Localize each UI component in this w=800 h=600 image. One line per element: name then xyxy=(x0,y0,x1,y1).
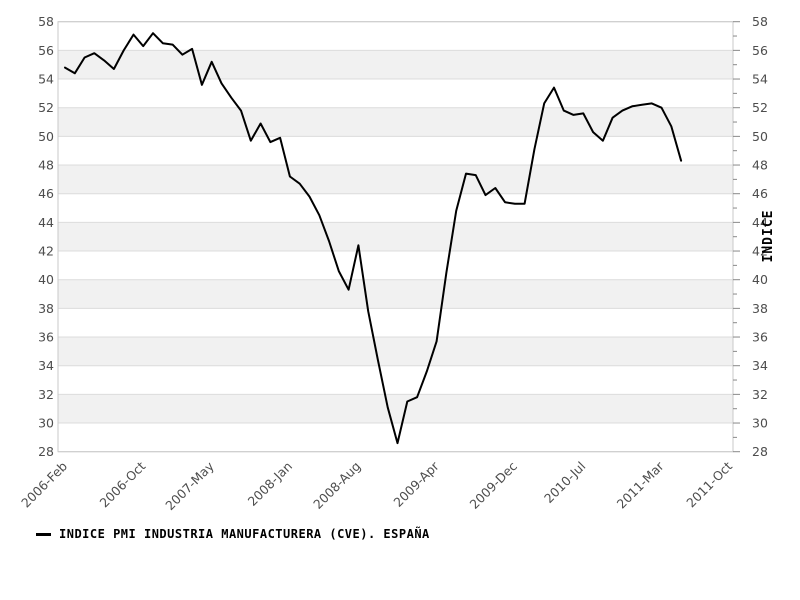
x-tick-label: 2006-Feb xyxy=(18,458,70,510)
series-lines xyxy=(64,32,683,445)
y-tick-label-left: 32 xyxy=(38,387,54,402)
y-tick-label-right: 32 xyxy=(752,387,768,402)
right-axis-ticks xyxy=(733,21,740,453)
x-tick-label: 2010-Jul xyxy=(541,459,588,506)
y-tick-label-right: 44 xyxy=(752,215,768,230)
pmi-series-line xyxy=(64,32,683,445)
x-tick-label: 2011-Mar xyxy=(614,458,668,512)
y-tick-label-left: 44 xyxy=(38,215,54,230)
y-tick-label-right: 40 xyxy=(752,272,768,287)
x-tick-label: 2006-Oct xyxy=(97,458,149,510)
y-tick-label-right: 28 xyxy=(752,444,768,459)
y-axis-labels-left: 28 30 32 34 36 38 40 42 44 46 48 50 52 54 56 58 xyxy=(38,14,54,459)
x-tick-label: 2009-Dec xyxy=(467,458,520,511)
y-tick-label-left: 30 xyxy=(38,416,54,431)
y-tick-label-right: 48 xyxy=(752,158,768,173)
y-tick-label-left: 38 xyxy=(38,301,54,316)
y-tick-label-right: 36 xyxy=(752,330,768,345)
y-tick-label-right: 46 xyxy=(752,186,768,201)
grid-band xyxy=(58,50,733,80)
y-tick-label-right: 42 xyxy=(752,244,768,259)
x-tick-label: 2011-Oct xyxy=(683,458,735,510)
legend: INDICE PMI INDUSTRIA MANUFACTURERA (CVE)… xyxy=(36,527,430,541)
y-tick-label-right: 38 xyxy=(752,301,768,316)
y-tick-label-right: 34 xyxy=(752,358,768,373)
y-tick-label-left: 34 xyxy=(38,358,54,373)
y-tick-label-left: 48 xyxy=(38,158,54,173)
right-axis-title: INDICE xyxy=(761,210,776,263)
grid-band xyxy=(58,222,733,252)
x-tick-label: 2008-Aug xyxy=(310,459,363,512)
y-tick-label-right: 52 xyxy=(752,100,768,115)
y-tick-label-left: 40 xyxy=(38,272,54,287)
grid-band xyxy=(58,107,733,137)
legend-line-swatch xyxy=(36,532,51,536)
grid-band xyxy=(58,279,733,309)
y-tick-label-left: 46 xyxy=(38,186,54,201)
x-tick-label: 2008-Jan xyxy=(245,459,295,509)
y-tick-label-left: 58 xyxy=(38,14,54,29)
grid-band xyxy=(58,394,733,424)
y-tick-label-right: 56 xyxy=(752,43,768,58)
y-axis-labels-right: 28 30 32 34 36 38 40 42 44 46 48 50 52 54 56 58 xyxy=(752,14,768,459)
y-tick-label-right: 30 xyxy=(752,416,768,431)
legend-label: INDICE PMI INDUSTRIA MANUFACTURERA (CVE)… xyxy=(59,527,430,541)
y-tick-label-left: 54 xyxy=(38,72,54,87)
y-tick-label-left: 42 xyxy=(38,244,54,259)
y-tick-label-left: 28 xyxy=(38,444,54,459)
y-tick-label-left: 50 xyxy=(38,129,54,144)
grid-band xyxy=(58,165,733,194)
y-tick-label-left: 52 xyxy=(38,100,54,115)
x-tick-label: 2009-Apr xyxy=(390,458,442,510)
grid-band xyxy=(58,337,733,366)
right-axis-title-text: INDICE xyxy=(761,210,776,263)
y-tick-label-right: 58 xyxy=(752,14,768,29)
x-tick-label: 2007-May xyxy=(162,458,217,513)
y-tick-label-right: 50 xyxy=(752,129,768,144)
y-tick-label-left: 36 xyxy=(38,330,54,345)
y-tick-label-left: 56 xyxy=(38,43,54,58)
y-tick-label-right: 54 xyxy=(752,72,768,87)
x-axis-labels: 2006-Feb 2006-Oct 2007-May 2008-Jan 2008-Aug… xyxy=(18,458,735,513)
